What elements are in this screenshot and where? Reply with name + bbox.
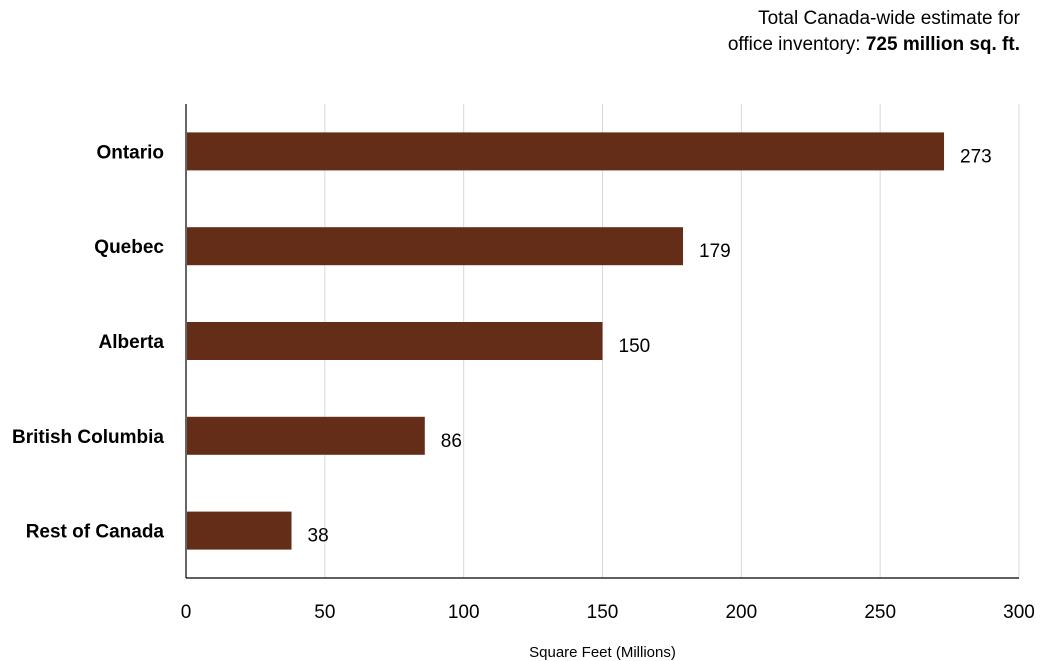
value-label-ontario: 273	[960, 146, 992, 167]
x-tick-label-250: 250	[864, 602, 896, 623]
annotation-line-2-prefix: office inventory:	[727, 34, 866, 55]
value-label-quebec: 179	[699, 241, 731, 262]
annotation-line-2: office inventory: 725 million sq. ft.	[600, 32, 1020, 58]
bar-rest-of-canada	[187, 511, 292, 550]
bar-british-columbia	[187, 416, 425, 455]
labels: Ontario 273 Quebec 179 Alberta 150 British Col…	[12, 142, 1035, 661]
annotation-total-value: 725 million sq. ft.	[865, 34, 1020, 55]
bar-quebec	[187, 227, 684, 266]
value-label-british-columbia: 86	[441, 431, 462, 452]
value-label-alberta: 150	[619, 336, 651, 357]
category-label-alberta: Alberta	[99, 332, 165, 353]
x-tick-label-100: 100	[448, 602, 480, 623]
x-tick-label-300: 300	[1003, 602, 1035, 623]
bars	[187, 132, 945, 550]
bar-alberta	[187, 322, 603, 360]
bar-ontario	[187, 132, 945, 171]
category-label-british-columbia: British Columbia	[12, 427, 164, 448]
category-label-ontario: Ontario	[96, 142, 164, 163]
x-tick-label-150: 150	[587, 602, 619, 623]
value-label-rest-of-canada: 38	[308, 526, 329, 547]
x-tick-label-200: 200	[725, 602, 757, 623]
category-label-rest-of-canada: Rest of Canada	[26, 522, 165, 543]
total-estimate-annotation: Total Canada-wide estimate for office in…	[600, 6, 1020, 58]
x-tick-label-0: 0	[181, 602, 192, 623]
x-tick-label-50: 50	[314, 602, 335, 623]
category-label-quebec: Quebec	[94, 237, 164, 258]
x-axis-title: Square Feet (Millions)	[529, 644, 676, 661]
axes	[185, 104, 1019, 579]
annotation-line-1: Total Canada-wide estimate for	[758, 8, 1020, 29]
